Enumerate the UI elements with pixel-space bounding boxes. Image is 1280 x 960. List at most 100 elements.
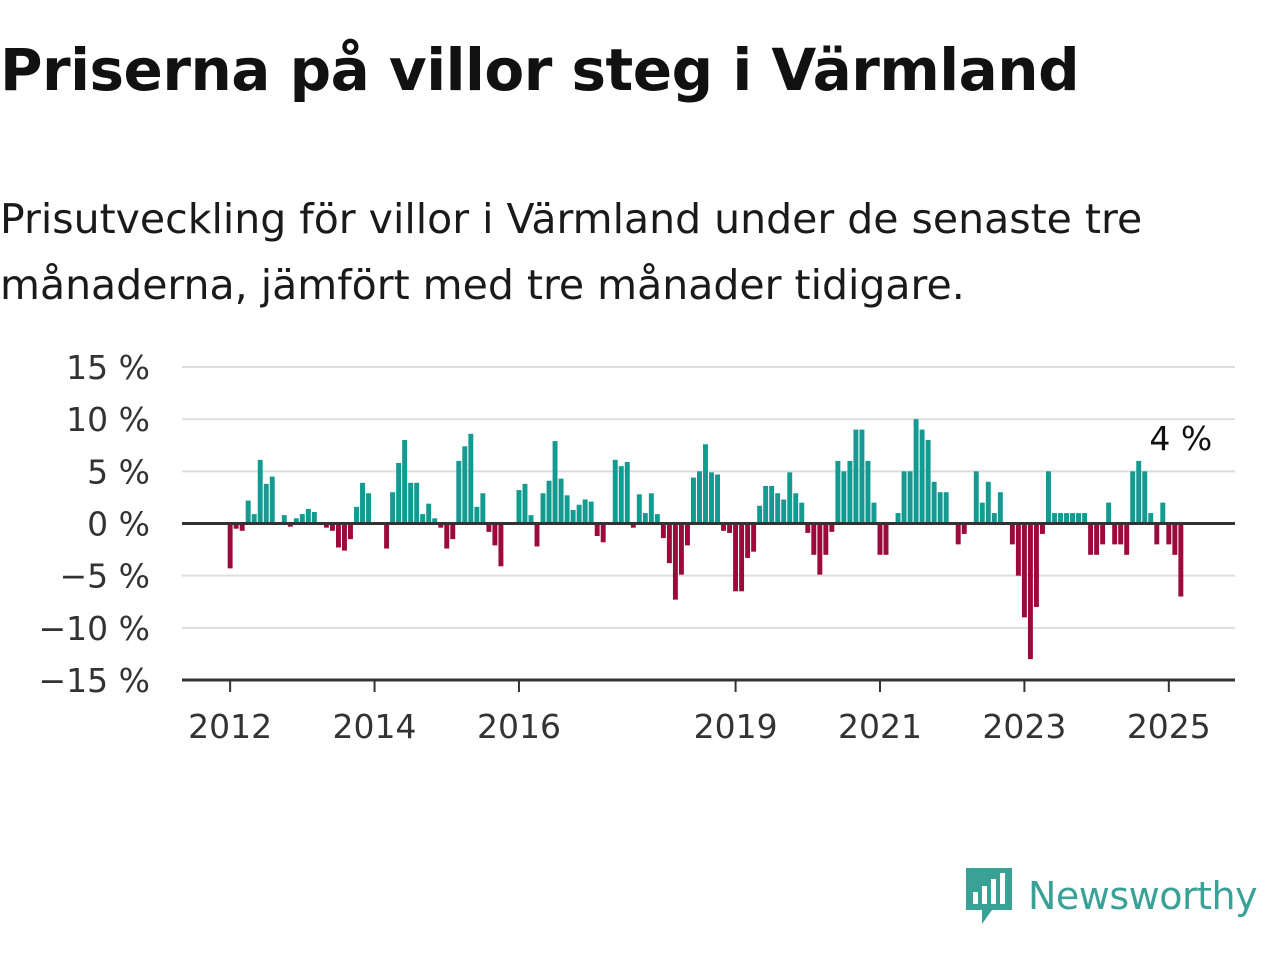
x-tick-label: 2014 xyxy=(333,707,417,746)
bar xyxy=(1130,471,1136,524)
gridlines xyxy=(182,366,1235,629)
bar xyxy=(973,471,979,524)
bar xyxy=(733,523,739,592)
bar xyxy=(823,523,829,555)
bar xyxy=(648,493,654,524)
bar xyxy=(468,433,474,524)
bar xyxy=(997,492,1003,524)
bar xyxy=(1064,513,1069,524)
latest-value-label: 4 % xyxy=(1149,419,1212,458)
bar xyxy=(654,514,660,524)
bar xyxy=(1046,471,1051,524)
bar xyxy=(660,523,666,539)
bar xyxy=(1142,471,1148,524)
bar xyxy=(666,523,672,564)
bar xyxy=(540,493,546,524)
bar xyxy=(570,509,576,524)
bar xyxy=(492,523,498,546)
x-tick-label: 2021 xyxy=(838,707,922,746)
bar xyxy=(913,419,919,524)
bar xyxy=(582,499,588,524)
bar xyxy=(751,523,757,552)
bar xyxy=(588,501,594,524)
bar xyxy=(594,523,600,537)
bar xyxy=(703,444,708,524)
bar xyxy=(227,523,233,569)
bar xyxy=(979,502,985,524)
bar xyxy=(1021,523,1027,618)
bar xyxy=(799,502,805,524)
bar xyxy=(787,472,793,524)
bar xyxy=(239,523,245,531)
bar xyxy=(281,515,287,524)
chart-subtitle: Prisutveckling för villor i Värmland und… xyxy=(0,195,1143,309)
bar xyxy=(1033,523,1039,607)
axes xyxy=(182,522,1235,692)
bar xyxy=(450,523,456,540)
x-tick-label: 2023 xyxy=(982,707,1066,746)
bar xyxy=(498,523,504,567)
bar xyxy=(408,482,414,524)
bar xyxy=(847,460,853,524)
bar xyxy=(329,523,335,531)
bar xyxy=(516,490,522,524)
bar xyxy=(853,429,859,524)
bar xyxy=(901,471,907,524)
y-tick-label: 5 % xyxy=(87,452,150,491)
bar xyxy=(263,483,269,524)
bar xyxy=(715,474,720,524)
bar xyxy=(251,514,257,524)
bar xyxy=(690,477,696,524)
brand-logo: Newsworthy xyxy=(964,864,1258,928)
bar xyxy=(1178,523,1184,597)
bar xyxy=(919,429,925,524)
x-axis-labels: 2012 2014 2016 2019 2021 2023 2025 xyxy=(188,707,1211,746)
bar xyxy=(1148,513,1154,524)
x-tick-label: 2012 xyxy=(188,707,272,746)
bar xyxy=(757,505,763,524)
bar xyxy=(961,523,967,534)
bar xyxy=(943,492,949,524)
bar xyxy=(1070,513,1076,524)
bar xyxy=(1094,523,1100,555)
bar xyxy=(721,523,727,531)
bar xyxy=(1039,523,1045,534)
bar xyxy=(636,494,642,524)
bar xyxy=(811,523,817,555)
bar xyxy=(883,523,889,555)
x-tick-label: 2019 xyxy=(694,707,778,746)
bar xyxy=(269,476,275,524)
bar xyxy=(877,523,883,555)
bar xyxy=(931,481,937,524)
bar xyxy=(763,485,769,524)
y-axis-labels: 15 % 10 % 5 % 0 % −5 % −10 % −15 % xyxy=(39,348,151,700)
y-tick-label: −5 % xyxy=(60,557,151,596)
bar xyxy=(245,500,251,524)
bar xyxy=(546,480,552,524)
bar xyxy=(1076,513,1082,524)
bar xyxy=(384,523,390,549)
bar xyxy=(432,518,438,524)
bar xyxy=(323,523,329,528)
bar xyxy=(564,495,570,524)
bar xyxy=(426,503,432,524)
bar xyxy=(354,506,359,524)
bar xyxy=(697,471,702,524)
x-tick-label: 2025 xyxy=(1127,707,1211,746)
bar xyxy=(907,471,913,524)
bar xyxy=(684,523,690,546)
bar xyxy=(709,472,714,524)
bar xyxy=(1009,523,1015,545)
bar xyxy=(624,461,630,524)
bar xyxy=(985,481,991,524)
bar xyxy=(618,466,624,524)
bar xyxy=(558,478,564,524)
bar xyxy=(1106,502,1112,524)
bar xyxy=(1088,523,1094,555)
chart-title: Priserna på villor steg i Värmland xyxy=(0,36,1080,104)
bar xyxy=(257,459,263,524)
bar xyxy=(1015,523,1021,576)
bar xyxy=(955,523,961,545)
y-tick-label: 0 % xyxy=(87,505,150,544)
bar xyxy=(576,504,582,524)
